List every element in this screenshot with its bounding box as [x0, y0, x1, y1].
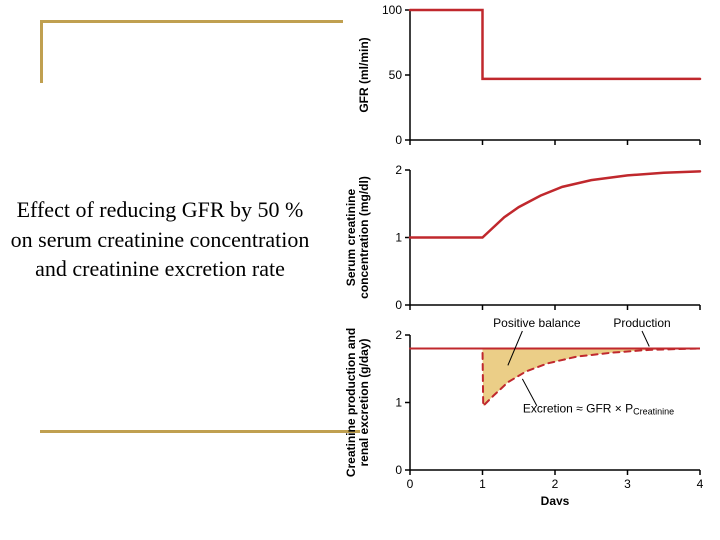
svg-text:0: 0 — [395, 298, 402, 312]
svg-text:0: 0 — [407, 477, 414, 491]
svg-text:Creatinine production and: Creatinine production and — [344, 328, 358, 477]
svg-text:2: 2 — [395, 328, 402, 342]
svg-text:2: 2 — [552, 477, 559, 491]
slide: Effect of reducing GFR by 50 % on serum … — [0, 0, 720, 540]
svg-text:0: 0 — [395, 463, 402, 477]
svg-text:3: 3 — [624, 477, 631, 491]
svg-text:Serum creatinine: Serum creatinine — [344, 188, 358, 286]
svg-text:1: 1 — [479, 477, 486, 491]
charts-svg: 050100GFR (ml/min)012Serum creatininecon… — [330, 5, 715, 505]
svg-text:2: 2 — [395, 163, 402, 177]
bottom-rule — [40, 430, 360, 433]
svg-text:GFR (ml/min): GFR (ml/min) — [357, 37, 371, 112]
svg-text:1: 1 — [395, 396, 402, 410]
svg-text:Production: Production — [613, 316, 670, 330]
svg-text:4: 4 — [697, 477, 704, 491]
svg-text:Positive balance: Positive balance — [493, 316, 581, 330]
svg-text:0: 0 — [395, 133, 402, 147]
svg-text:renal excretion (g/day): renal excretion (g/day) — [357, 338, 371, 466]
svg-text:1: 1 — [395, 231, 402, 245]
caption-text: Effect of reducing GFR by 50 % on serum … — [10, 195, 310, 284]
svg-text:100: 100 — [382, 5, 402, 17]
svg-text:Days: Days — [541, 494, 570, 505]
title-frame — [40, 20, 343, 83]
chart-triptych: 050100GFR (ml/min)012Serum creatininecon… — [330, 5, 715, 505]
svg-text:Excretion ≈ GFR × PCreatinine: Excretion ≈ GFR × PCreatinine — [523, 402, 674, 417]
svg-text:concentration (mg/dl): concentration (mg/dl) — [357, 176, 371, 299]
svg-text:50: 50 — [389, 68, 403, 82]
